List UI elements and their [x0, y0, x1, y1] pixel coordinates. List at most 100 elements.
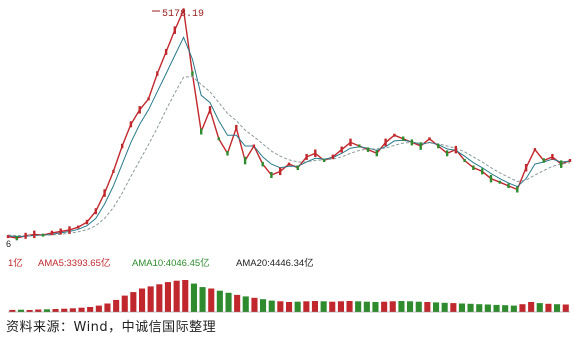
- price-candle: [287, 162, 291, 166]
- volume-bar: [121, 295, 128, 312]
- price-candle: [33, 230, 36, 239]
- price-candle: [542, 158, 545, 163]
- price-candle: [112, 169, 115, 173]
- price-candle: [279, 167, 282, 176]
- price-candle: [270, 172, 273, 178]
- price-candle: [454, 145, 457, 154]
- price-candle: [463, 159, 466, 162]
- volume-bar: [268, 300, 275, 312]
- legend-ama10: AMA10:4046.45亿: [132, 257, 210, 269]
- volume-bar: [407, 301, 414, 312]
- price-candle: [419, 142, 422, 150]
- price-candle: [489, 174, 493, 183]
- price-candle: [322, 159, 326, 162]
- volume-bar: [519, 304, 526, 312]
- price-candle: [235, 124, 238, 131]
- volume-bar: [476, 304, 483, 312]
- volume-bar: [251, 297, 258, 312]
- source-note: 资料来源：Wind，中诚信国际整理: [6, 320, 217, 335]
- volume-bar: [450, 303, 457, 312]
- price-candle: [384, 138, 387, 147]
- volume-bar: [536, 303, 543, 312]
- volume-bar: [484, 304, 491, 312]
- volume-bar: [156, 284, 163, 312]
- price-candle: [261, 161, 264, 167]
- volume-bar: [35, 309, 42, 312]
- price-candle: [568, 159, 572, 162]
- volume-bar: [510, 305, 517, 312]
- price-candle: [393, 133, 396, 137]
- volume-bar: [372, 302, 379, 312]
- price-candle: [410, 139, 414, 146]
- volume-bar: [346, 301, 353, 312]
- price-candle: [402, 136, 405, 141]
- volume-bar: [69, 308, 76, 312]
- volume-panel: [8, 280, 570, 313]
- price-candle: [50, 230, 54, 236]
- price-candle: [305, 153, 308, 160]
- volume-bar: [190, 283, 197, 312]
- volume-bar: [320, 301, 327, 312]
- volume-bar: [242, 296, 249, 312]
- volume-bar: [467, 303, 474, 312]
- volume-bar: [415, 301, 422, 312]
- volume-bar: [52, 309, 59, 312]
- volume-bar: [493, 304, 500, 312]
- volume-bar: [286, 302, 293, 312]
- volume-bar: [389, 301, 396, 312]
- volume-bar: [95, 305, 102, 312]
- volume-bar: [502, 305, 509, 312]
- price-candle: [243, 156, 247, 165]
- price-candle: [349, 138, 352, 147]
- line-ma_fast: [7, 36, 571, 238]
- price-candle: [77, 225, 80, 229]
- price-candle: [375, 150, 378, 157]
- price-candle: [41, 233, 45, 237]
- price-candle: [173, 26, 176, 34]
- price-candle: [437, 143, 440, 149]
- price-candle: [68, 226, 71, 234]
- volume-legend: 1亿 AMA5:3393.65亿 AMA10:4046.45亿 AMA20:44…: [8, 257, 314, 269]
- volume-bar: [554, 304, 561, 312]
- price-candle: [59, 228, 62, 235]
- volume-bar: [311, 301, 318, 312]
- volume-bar: [43, 309, 50, 312]
- volume-bar: [398, 301, 405, 312]
- volume-bar: [78, 307, 85, 312]
- volume-bar: [225, 292, 232, 312]
- volume-bar: [87, 307, 94, 312]
- volume-bar: [182, 280, 189, 312]
- volume-bar: [433, 302, 440, 312]
- volume-bar: [329, 301, 336, 312]
- volume-bar: [130, 292, 137, 312]
- price-candle: [296, 165, 299, 170]
- price-candle: [340, 146, 343, 153]
- price-candle: [147, 97, 150, 101]
- volume-bar: [9, 309, 16, 312]
- price-candle: [481, 168, 484, 175]
- peak-value-label: 5178.19: [162, 9, 204, 20]
- volume-bar: [545, 303, 552, 312]
- price-candle: [15, 235, 18, 241]
- volume-bar: [528, 302, 535, 312]
- price-candle: [252, 144, 256, 148]
- line-close: [7, 7, 571, 239]
- volume-bar: [381, 301, 388, 312]
- price-candle: [217, 137, 220, 141]
- volume-bar: [113, 299, 120, 312]
- price-candle: [200, 128, 203, 135]
- volume-bar: [26, 310, 33, 312]
- price-candle: [551, 153, 554, 160]
- price-candle: [507, 183, 510, 189]
- volume-bar: [173, 280, 180, 312]
- line-ma_slow: [7, 75, 571, 237]
- price-axis-min-label: 6: [6, 239, 11, 249]
- price-candle: [121, 143, 124, 149]
- price-candle: [94, 208, 97, 215]
- volume-bar: [294, 301, 301, 312]
- volume-bar: [139, 288, 146, 312]
- legend-ama5: AMA5:3393.65亿: [38, 257, 110, 269]
- price-candle: [314, 149, 317, 157]
- volume-bar: [164, 282, 171, 312]
